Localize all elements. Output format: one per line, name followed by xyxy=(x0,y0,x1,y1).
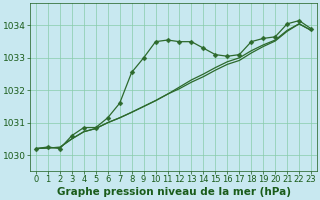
X-axis label: Graphe pression niveau de la mer (hPa): Graphe pression niveau de la mer (hPa) xyxy=(57,187,291,197)
